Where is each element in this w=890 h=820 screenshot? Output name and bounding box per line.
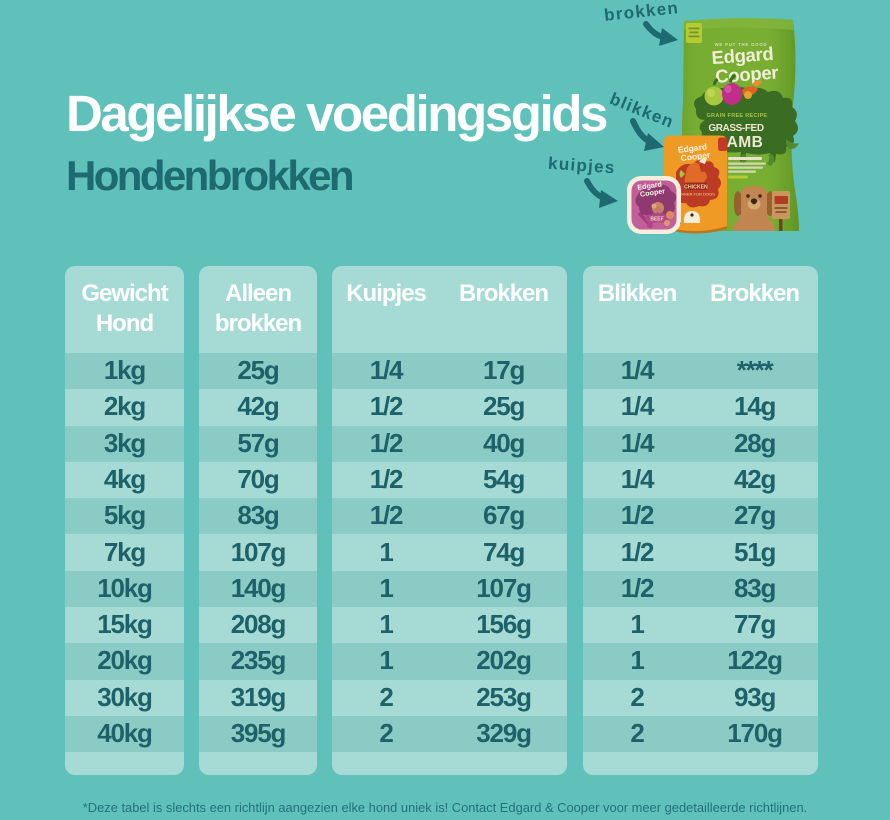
- svg-text:Edgard: Edgard: [711, 43, 774, 68]
- svg-text:CHICKEN: CHICKEN: [684, 185, 708, 191]
- svg-text:GRASS-FED: GRASS-FED: [708, 123, 763, 134]
- svg-text:WE PUT THE GOOD: WE PUT THE GOOD: [715, 42, 768, 47]
- svg-text:DINNER FOR DOGS: DINNER FOR DOGS: [677, 192, 715, 197]
- svg-text:Cooper: Cooper: [715, 62, 779, 87]
- svg-text:Edgard: Edgard: [637, 179, 663, 191]
- svg-text:Edgard: Edgard: [677, 141, 707, 154]
- svg-text:BEEF: BEEF: [650, 217, 663, 223]
- svg-text:GRAIN FREE RECIPE: GRAIN FREE RECIPE: [706, 113, 767, 119]
- svg-text:LAMB: LAMB: [717, 134, 764, 151]
- svg-text:Cooper: Cooper: [639, 186, 665, 198]
